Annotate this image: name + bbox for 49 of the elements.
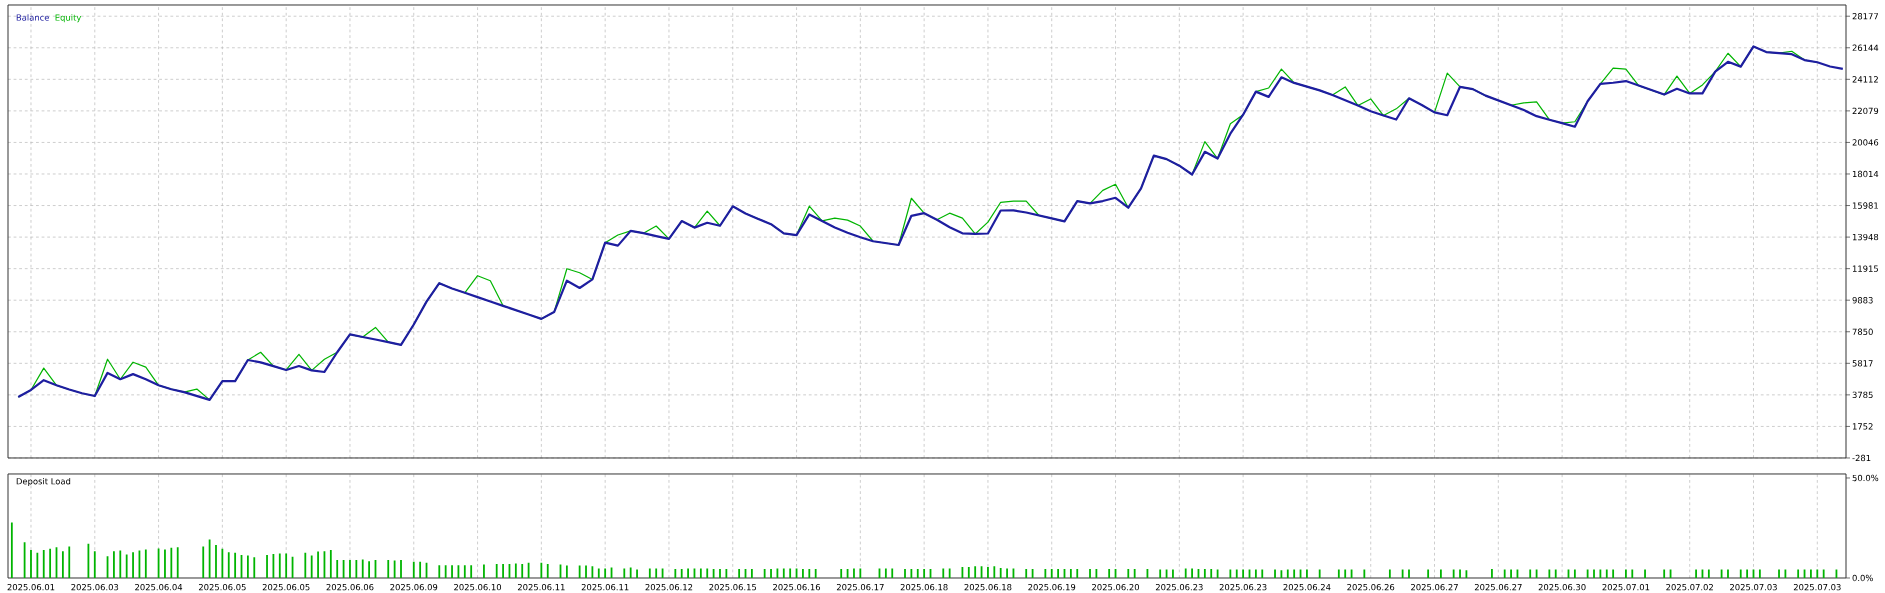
x-tick-label: 2025.06.05 xyxy=(198,583,246,591)
x-tick-label: 2025.06.26 xyxy=(1347,583,1395,591)
y-tick-label: 22079 xyxy=(1852,107,1879,115)
x-tick-label: 2025.06.09 xyxy=(390,583,438,591)
x-tick-label: 2025.06.03 xyxy=(71,583,119,591)
y-tick-label: 13948 xyxy=(1852,233,1879,241)
x-tick-label: 2025.06.27 xyxy=(1411,583,1458,591)
x-tick-label: 2025.06.10 xyxy=(454,583,502,591)
y-tick-label: 0.0% xyxy=(1852,574,1873,582)
x-tick-label: 2025.06.27 xyxy=(1474,583,1522,591)
x-tick-label: 2025.06.01 xyxy=(7,583,55,591)
x-tick-label: 2025.06.30 xyxy=(1538,583,1586,591)
x-tick-label: 2025.06.18 xyxy=(900,583,948,591)
y-tick-label: 18014 xyxy=(1852,170,1879,178)
x-tick-label: 2025.06.05 xyxy=(262,583,310,591)
y-tick-label: 50.0% xyxy=(1852,474,1879,482)
x-tick-label: 2025.07.02 xyxy=(1666,583,1713,591)
x-tick-label: 2025.06.18 xyxy=(964,583,1012,591)
y-tick-label: 26144 xyxy=(1852,44,1879,51)
x-tick-label: 2025.06.23 xyxy=(1219,583,1267,591)
y-tick-label: 15981 xyxy=(1852,202,1878,209)
y-tick-label: 7850 xyxy=(1852,328,1873,335)
y-tick-label: 3785 xyxy=(1852,391,1873,399)
x-tick-label: 2025.06.11 xyxy=(581,583,629,591)
x-tick-label: 2025.06.04 xyxy=(135,583,183,591)
y-tick-label: 9883 xyxy=(1852,297,1873,304)
x-tick-label: 2025.06.17 xyxy=(836,583,884,591)
y-tick-label: 5817 xyxy=(1852,360,1873,367)
y-tick-label: 20046 xyxy=(1852,139,1879,146)
chart-title: Deposit Load xyxy=(16,477,71,487)
y-tick-label: -281 xyxy=(1852,454,1871,462)
x-tick-label: 2025.06.19 xyxy=(1028,583,1076,591)
y-tick-label: 1752 xyxy=(1852,423,1873,430)
x-tick-label: 2025.07.01 xyxy=(1602,583,1650,591)
y-tick-label: 11915 xyxy=(1852,265,1878,272)
y-tick-label: 24112 xyxy=(1852,76,1878,83)
y-tick-label: 28177 xyxy=(1852,13,1879,20)
text: Equity xyxy=(55,14,82,23)
x-tick-label: 2025.06.11 xyxy=(517,583,565,591)
x-tick-label: 2025.06.24 xyxy=(1283,583,1331,591)
x-tick-label: 2025.06.06 xyxy=(326,583,374,591)
x-tick-label: 2025.06.23 xyxy=(1155,583,1203,591)
x-tick-label: 2025.06.16 xyxy=(773,583,821,591)
x-tick-label: 2025.06.12 xyxy=(645,583,693,591)
x-tick-label: 2025.06.20 xyxy=(1092,583,1140,591)
x-tick-label: 2025.06.15 xyxy=(709,583,757,591)
x-tick-label: 2025.07.03 xyxy=(1793,583,1841,591)
x-tick-label: 2025.07.03 xyxy=(1730,583,1777,591)
text: Balance xyxy=(16,14,50,21)
